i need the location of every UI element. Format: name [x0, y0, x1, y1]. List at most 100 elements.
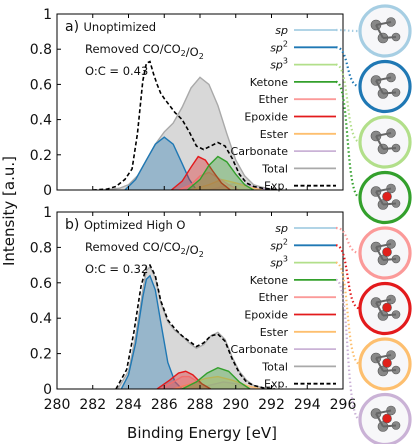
- panel-a-annotation-1: Removed CO/CO2/O2: [85, 42, 204, 61]
- legend-label-ester-b: Ester: [260, 326, 289, 339]
- legend-label-sp2-a: sp2: [270, 39, 288, 54]
- series-epoxide-area-a: [171, 156, 231, 190]
- legend-label-total-b: Total: [261, 360, 288, 373]
- legend-label-sp-a: sp: [275, 24, 288, 37]
- x-tick-label: 288: [187, 397, 214, 413]
- panels-layer: 0 0.2 0.4 0.6 0.8 1 a) Unoptimized Removed CO/C…: [30, 7, 357, 413]
- series-ester-line-a: [190, 178, 263, 190]
- bond-glyph: [382, 369, 397, 372]
- legend-label-epoxide-a: Epoxide: [244, 111, 288, 124]
- legend-label-ester-a: Ester: [260, 128, 289, 141]
- series-epoxide-line-a: [170, 155, 231, 190]
- legend-label-exp-b: Exp.: [264, 378, 288, 391]
- series-epoxide-area-b: [157, 371, 211, 389]
- series-ketone-area-b: [182, 367, 251, 389]
- x-tick-label: 292: [258, 397, 285, 413]
- series-epoxide-line-b: [156, 370, 212, 389]
- panel-a-plot-area: [92, 60, 281, 190]
- bond-glyph: [375, 132, 392, 137]
- series-ester-line-b: [172, 375, 261, 389]
- bond-glyph: [375, 243, 392, 248]
- bond-glyph: [375, 409, 392, 415]
- bond-glyph: [382, 258, 397, 261]
- legend-label-sp3-a: sp3: [270, 57, 288, 72]
- atom-glyph: [382, 358, 392, 368]
- series-ester-area-b: [173, 376, 261, 389]
- y-tick-label: 0.2: [30, 347, 52, 363]
- x-tick-label: 280: [44, 397, 71, 413]
- y-tick-label: 1: [43, 205, 52, 221]
- atom-glyph: [382, 413, 392, 424]
- bond-glyph: [375, 135, 384, 150]
- panel-b-annotation-2: O:C = 0.32: [85, 262, 148, 276]
- legend-label-exp-a: Exp.: [264, 180, 288, 193]
- bond-glyph: [382, 147, 397, 150]
- y-tick-label: 0.4: [30, 113, 52, 129]
- bond-glyph: [375, 413, 384, 427]
- thumbnail-connector-carbonate: [334, 278, 361, 421]
- x-tick-label: 294: [294, 397, 321, 413]
- x-tick-label: 286: [151, 397, 178, 413]
- y-tick-label: 1: [43, 7, 52, 23]
- panel-a-annotation-2: O:C = 0.43: [85, 64, 148, 78]
- bond-glyph: [382, 36, 397, 39]
- y-tick-label: 0: [43, 183, 52, 199]
- series-sp2-area-a: [124, 137, 197, 190]
- series-ether-line-b: [160, 375, 210, 389]
- panel-a: 0 0.2 0.4 0.6 0.8 1 a) Unoptimized Removed CO/C…: [30, 7, 344, 199]
- bond-glyph: [375, 76, 392, 82]
- legend-label-sp2-b: sp2: [270, 237, 288, 252]
- series-ketone-line-b: [181, 367, 251, 389]
- bond-glyph: [375, 21, 392, 26]
- y-tick-label: 0: [43, 382, 52, 398]
- series-total-line-b: [117, 265, 276, 389]
- x-tick-label: 296: [330, 397, 357, 413]
- series-ester-area-a: [191, 179, 263, 190]
- bond-glyph: [375, 191, 384, 205]
- thumbnail-connector-sp2: [335, 46, 361, 88]
- thumbnail-connector-sp: [335, 28, 361, 33]
- legend-label-epoxide-b: Epoxide: [244, 309, 288, 322]
- panel-b-plot-area: [115, 264, 276, 389]
- legend-label-total-a: Total: [261, 162, 288, 175]
- thumbnail-connector-ester: [335, 261, 361, 366]
- bond-glyph: [375, 80, 384, 94]
- legend-label-carbonate-b: Carbonate: [231, 343, 289, 356]
- legend-label-ketone-a: Ketone: [250, 76, 288, 89]
- y-tick-label: 0.4: [30, 311, 52, 327]
- bond-glyph: [375, 24, 384, 39]
- series-sp2-line-b: [120, 274, 183, 389]
- atom-glyph: [382, 247, 392, 257]
- panel-a-annotation-0: a) Unoptimized: [65, 19, 156, 35]
- bond-glyph: [375, 246, 384, 261]
- thumbnail-connector-ether: [335, 226, 361, 255]
- atom-glyph: [382, 302, 392, 313]
- thumbnail-connector-epoxide: [335, 244, 361, 310]
- thumbnail-connector-sp3: [335, 63, 361, 144]
- bond-glyph: [375, 357, 384, 372]
- structure-thumbnail-sp: [358, 4, 412, 58]
- atom-glyph: [382, 191, 392, 202]
- series-exp-line-b: [115, 264, 276, 389]
- series-carbonate-area-b: [191, 381, 265, 389]
- legend-label-sp3-b: sp3: [270, 255, 288, 270]
- structure-thumbnail-sp3: [358, 115, 412, 169]
- legend-label-sp-b: sp: [275, 222, 288, 235]
- structure-thumbnail-sp2: [358, 59, 412, 114]
- x-tick-label: 284: [115, 397, 142, 413]
- bond-glyph: [375, 298, 392, 304]
- y-tick-label: 0.8: [30, 240, 52, 256]
- y-tick-label: 0.2: [30, 148, 52, 164]
- bond-glyph: [375, 302, 384, 316]
- legend-label-ether-b: Ether: [258, 291, 288, 304]
- panel-b-annotation-0: b) Optimized High O: [65, 217, 185, 233]
- series-ether-area-b: [160, 376, 209, 389]
- bond-glyph: [382, 424, 397, 428]
- legend-label-ether-a: Ether: [258, 93, 288, 106]
- bond-glyph: [382, 91, 397, 95]
- structure-thumbnails: [334, 4, 412, 444]
- panel-b-annotation-1: Removed CO/CO2/O2: [85, 240, 204, 259]
- bond-glyph: [375, 354, 392, 359]
- x-axis-label: Binding Energy [eV]: [127, 424, 277, 442]
